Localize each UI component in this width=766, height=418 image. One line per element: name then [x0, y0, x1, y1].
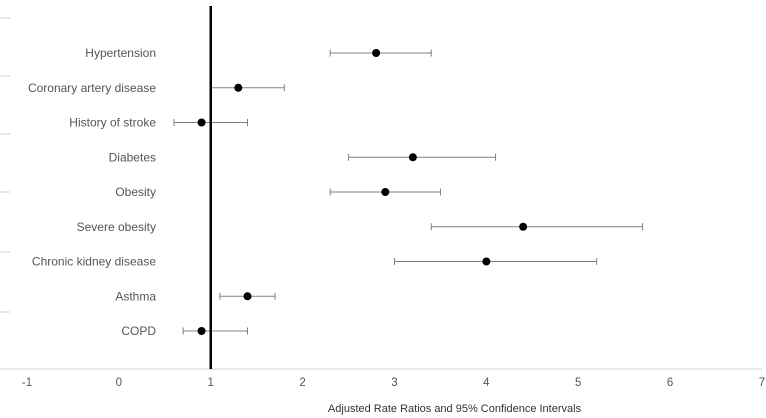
forest-row: Asthma	[115, 289, 276, 303]
estimate-point	[197, 327, 206, 335]
category-label: Severe obesity	[77, 220, 156, 234]
forest-row: History of stroke	[69, 116, 248, 130]
estimate-point	[234, 83, 243, 92]
forest-row: COPD	[121, 324, 248, 338]
x-tick-label: 3	[391, 377, 397, 389]
estimate-point	[243, 292, 252, 301]
estimate-point	[482, 257, 491, 266]
estimate-point	[408, 153, 417, 162]
x-tick-label: 5	[575, 377, 581, 389]
category-label: Obesity	[115, 185, 156, 199]
x-tick-label: 1	[208, 377, 214, 389]
category-label: Chronic kidney disease	[32, 255, 156, 269]
x-tick-label: 6	[667, 377, 673, 389]
x-tick-label: -1	[22, 377, 32, 389]
category-label: Diabetes	[109, 150, 156, 164]
category-label: Hypertension	[85, 46, 156, 60]
estimate-point	[372, 49, 381, 57]
forest-row: Coronary artery disease	[28, 81, 285, 95]
category-label: History of stroke	[69, 116, 156, 130]
estimate-point	[381, 188, 390, 196]
x-tick-label: 2	[299, 377, 305, 389]
forest-row: Diabetes	[109, 150, 497, 164]
forest-row: Severe obesity	[77, 220, 644, 234]
forest-row: Hypertension	[85, 46, 432, 60]
category-rows: Hypertension Coronary artery disease Histo…	[28, 46, 644, 338]
x-tick-label: 4	[483, 377, 490, 389]
forest-row: Chronic kidney disease	[32, 255, 598, 269]
category-label: COPD	[121, 324, 156, 338]
x-tick-labels: -1 0 1 2 3 4 5 6 7	[22, 377, 765, 389]
x-tick-label: 7	[759, 377, 765, 389]
x-tick-label: 0	[116, 377, 122, 389]
category-label: Asthma	[115, 289, 156, 303]
estimate-point	[197, 118, 206, 127]
estimate-point	[519, 222, 528, 231]
x-axis-title: Adjusted Rate Ratios and 95% Confidence …	[328, 403, 582, 415]
category-gridline-ticks	[0, 17, 10, 370]
forest-row: Obesity	[115, 185, 441, 199]
category-label: Coronary artery disease	[28, 81, 156, 95]
